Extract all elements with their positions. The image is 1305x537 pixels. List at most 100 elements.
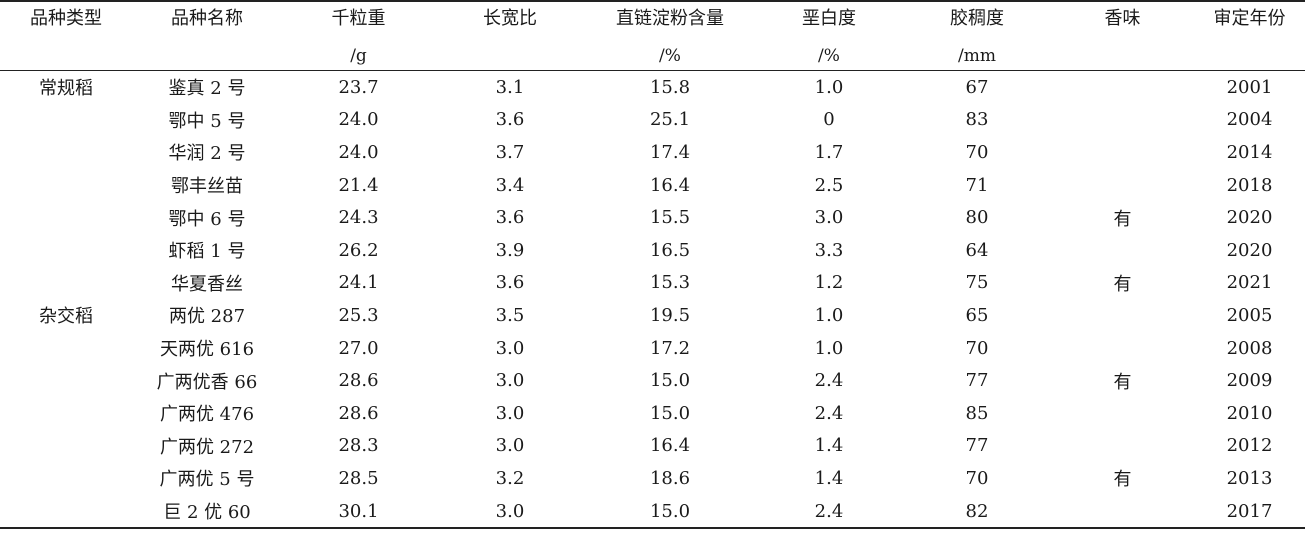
table-cell: 19.5 (649, 304, 691, 326)
table-cell: 2.5 (814, 174, 844, 196)
table-cell: 2018 (1226, 174, 1273, 196)
table-cell: 3.7 (495, 141, 525, 163)
column-header: 品种名称 (132, 0, 282, 42)
table-cell: 2.4 (814, 370, 844, 392)
table-cell: 16.4 (649, 174, 691, 196)
table-cell: 3.1 (495, 76, 525, 98)
table-cell: 26.2 (338, 239, 379, 261)
table-row: 鄂中 6 号 24.3 3.6 15.5 3.0 80 有 2020 (0, 201, 1305, 234)
table-cell: 1.7 (814, 141, 844, 163)
table-cell: 广两优香 66 (156, 371, 258, 393)
table-cell (1051, 136, 1194, 169)
table-cell: 3.6 (495, 207, 525, 229)
table-row: 广两优 272 28.3 3.0 16.4 1.4 77 2012 (0, 430, 1305, 463)
column-unit: /mm (903, 42, 1051, 71)
table-cell: 虾稻 1 号 (168, 241, 246, 263)
table-cell: 15.0 (649, 402, 691, 424)
table-cell: 30.1 (282, 494, 435, 530)
column-header: 长宽比 (435, 0, 585, 42)
table-cell: 25.3 (338, 304, 379, 326)
table-cell: 2017 (1194, 494, 1305, 530)
table-cell: 24.1 (338, 272, 379, 294)
table-row: 鄂中 5 号 24.0 3.6 25.1 0 83 2004 (0, 104, 1305, 137)
table-cell: 18.6 (649, 467, 691, 489)
table-cell: 3.5 (495, 304, 525, 326)
column-unit (132, 42, 282, 71)
column-header: 直链淀粉含量 (585, 0, 755, 42)
table-cell: 3.0 (495, 370, 525, 392)
header-unit-row: /g/%/%/mm (0, 42, 1305, 71)
table-cell: 28.3 (338, 435, 379, 457)
table-cell: 2.4 (814, 402, 844, 424)
column-unit: /% (755, 42, 903, 71)
table-cell: 24.0 (338, 109, 379, 131)
table-cell: 3.6 (495, 109, 525, 131)
table-cell: 24.3 (338, 207, 379, 229)
table-cell: 77 (965, 435, 989, 457)
table-cell: 28.6 (338, 402, 379, 424)
table-row: 广两优香 66 28.6 3.0 15.0 2.4 77 有 2009 (0, 364, 1305, 397)
table-header: 品种类型 品种名称 千粒重 长宽比 直链淀粉含量 垩白度 胶稠度 香味 审定年份 /g/%/% /… (0, 0, 1305, 71)
table-cell: 1.0 (814, 337, 844, 359)
table-cell: 2014 (1226, 141, 1273, 163)
table-cell: 21.4 (338, 174, 379, 196)
table-row: 华夏香丝 24.1 3.6 15.3 1.2 75 有 2021 (0, 267, 1305, 300)
table-cell: 15.5 (649, 207, 691, 229)
table-cell: 3.9 (495, 239, 525, 261)
table-cell: 2004 (1226, 109, 1273, 131)
table-cell: 27.0 (338, 337, 379, 359)
table-cell: 17.2 (649, 337, 691, 359)
table-cell: 23.7 (338, 76, 379, 98)
column-unit: /% (585, 42, 755, 71)
table-row: 杂交稻 两优 287 25.3 3.5 19.5 1.0 65 2005 (0, 299, 1305, 332)
table-cell: 77 (965, 370, 989, 392)
table-cell (0, 462, 132, 495)
table-cell: 28.5 (338, 467, 379, 489)
table-cell (1051, 299, 1194, 332)
table-cell: 15.3 (649, 272, 691, 294)
table-cell (1051, 234, 1194, 267)
table-cell: 3.0 (814, 207, 844, 229)
table-row: 巨 2 优 60 30.1 3.0 15.0 2.4 82 2017 (0, 494, 1305, 530)
table-cell: 2020 (1226, 239, 1273, 261)
table-cell: 鄂丰丝苗 (171, 176, 243, 198)
table-cell: 16.4 (649, 435, 691, 457)
table-cell: 65 (965, 304, 989, 326)
table-cell: 0 (823, 109, 835, 131)
table-cell (1051, 430, 1194, 463)
table-cell (0, 494, 132, 530)
table-cell: 3.3 (814, 239, 844, 261)
table-row: 鄂丰丝苗 21.4 3.4 16.4 2.5 71 2018 (0, 169, 1305, 202)
table-cell (0, 169, 132, 202)
table-cell: 2021 (1226, 272, 1273, 294)
table-cell: 70 (965, 467, 989, 489)
table-cell (0, 397, 132, 430)
table-cell: 1.0 (814, 76, 844, 98)
table-cell: 28.6 (338, 370, 379, 392)
table-cell: 3.0 (495, 435, 525, 457)
table-cell: 广两优 272 (159, 436, 255, 458)
table-cell: 67 (965, 76, 989, 98)
table-row: 天两优 616 27.0 3.0 17.2 1.0 70 2008 (0, 332, 1305, 365)
table-cell: 2020 (1226, 207, 1273, 229)
column-unit (0, 42, 132, 71)
table-cell: 80 (965, 207, 989, 229)
table-cell: 83 (965, 109, 989, 131)
table-cell: 华润 2 号 (168, 143, 246, 165)
table-cell: 15.0 (585, 494, 755, 530)
table-cell: 2012 (1226, 435, 1273, 457)
table-cell: 3.0 (495, 402, 525, 424)
table-cell: 1.0 (814, 304, 844, 326)
table-cell: 杂交稻 (39, 306, 93, 328)
header-label-row: 品种类型 品种名称 千粒重 长宽比 直链淀粉含量 垩白度 胶稠度 香味 审定年份 (0, 0, 1305, 42)
table-cell: 3.0 (495, 337, 525, 359)
table-cell: 64 (965, 239, 989, 261)
table-cell: 3.2 (495, 467, 525, 489)
table-cell: 2001 (1226, 76, 1273, 98)
table-cell (1051, 494, 1194, 530)
table-cell: 有 (1113, 469, 1132, 491)
column-header: 审定年份 (1194, 0, 1305, 42)
table-cell: 有 (1113, 273, 1132, 295)
